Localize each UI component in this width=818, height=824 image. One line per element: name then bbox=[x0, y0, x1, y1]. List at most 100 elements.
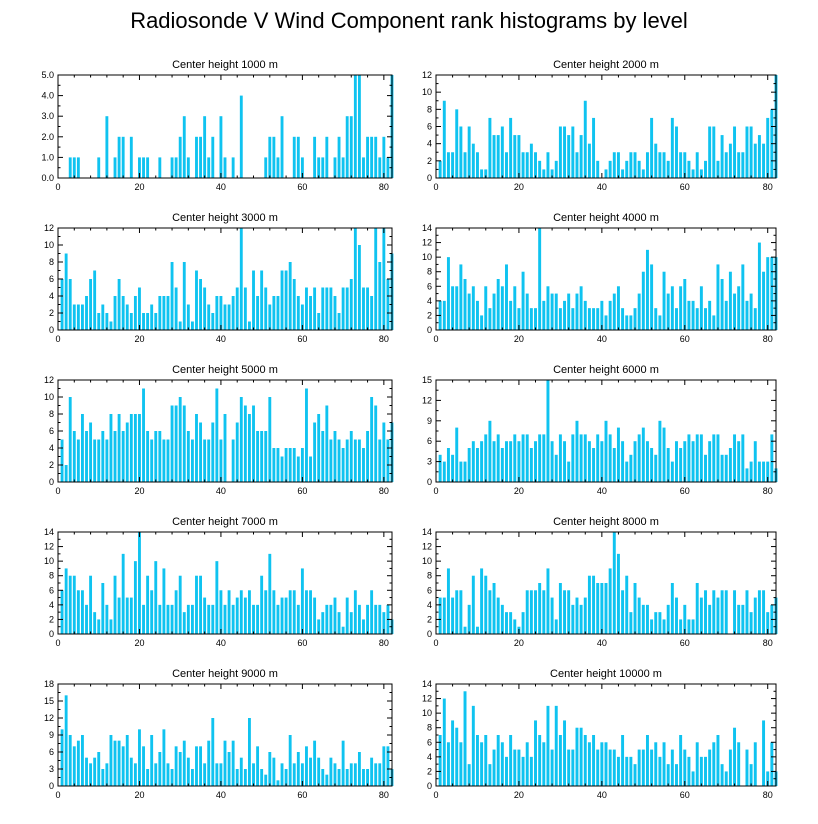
bar bbox=[675, 441, 678, 482]
bar bbox=[93, 270, 97, 330]
bar bbox=[737, 286, 741, 330]
bar bbox=[89, 575, 93, 634]
bar bbox=[459, 590, 463, 634]
x-tick-label: 0 bbox=[55, 182, 60, 192]
bar bbox=[766, 771, 770, 786]
bar bbox=[150, 304, 154, 330]
y-tick-label: 9 bbox=[49, 730, 54, 740]
bar bbox=[641, 427, 645, 482]
bar bbox=[546, 568, 550, 634]
bar bbox=[178, 752, 182, 786]
bar bbox=[587, 441, 591, 482]
bar bbox=[616, 756, 620, 786]
bar bbox=[321, 431, 325, 482]
bar bbox=[272, 757, 276, 786]
bar bbox=[666, 160, 670, 178]
bar bbox=[563, 441, 567, 482]
bar bbox=[629, 315, 633, 330]
bar bbox=[203, 439, 207, 482]
bar bbox=[133, 561, 137, 634]
bar bbox=[76, 304, 80, 330]
bar bbox=[637, 597, 641, 634]
bar bbox=[471, 286, 475, 330]
bar bbox=[650, 448, 654, 482]
bar bbox=[105, 439, 109, 482]
y-tick-label: 10 bbox=[44, 392, 54, 402]
bar bbox=[749, 126, 753, 178]
bar bbox=[248, 321, 251, 330]
bar bbox=[745, 300, 749, 330]
bar bbox=[341, 287, 345, 330]
bar bbox=[76, 157, 80, 178]
bar bbox=[637, 293, 641, 330]
x-tick-label: 40 bbox=[216, 790, 226, 800]
bar bbox=[60, 439, 64, 482]
bar bbox=[720, 764, 724, 786]
bar bbox=[203, 116, 207, 178]
bar bbox=[280, 116, 284, 178]
bar bbox=[138, 532, 141, 634]
bar bbox=[288, 262, 292, 330]
bar bbox=[121, 553, 125, 634]
x-tick-label: 80 bbox=[379, 790, 389, 800]
bar bbox=[633, 441, 637, 482]
bar bbox=[467, 126, 471, 178]
bar bbox=[488, 117, 492, 178]
bar bbox=[300, 157, 304, 178]
bar bbox=[337, 136, 341, 178]
bar bbox=[190, 769, 194, 786]
bar bbox=[211, 604, 215, 634]
bar bbox=[737, 152, 741, 178]
bar bbox=[215, 561, 219, 634]
bar bbox=[85, 604, 88, 634]
bar bbox=[81, 735, 84, 786]
bar bbox=[268, 136, 272, 178]
bar bbox=[215, 388, 219, 482]
bar bbox=[264, 157, 268, 178]
bar bbox=[438, 735, 442, 786]
bar bbox=[113, 575, 117, 634]
y-tick-label: 10 bbox=[422, 708, 432, 718]
bar bbox=[321, 287, 325, 330]
bar bbox=[442, 698, 446, 786]
bar bbox=[211, 422, 215, 482]
bar bbox=[753, 308, 757, 330]
bar bbox=[741, 264, 745, 330]
bar bbox=[720, 590, 724, 634]
bar bbox=[264, 774, 268, 786]
y-tick-label: 0 bbox=[49, 325, 54, 335]
bar bbox=[211, 313, 215, 330]
bar bbox=[455, 427, 459, 482]
x-tick-label: 80 bbox=[763, 334, 773, 344]
bar bbox=[521, 756, 525, 786]
bar bbox=[650, 264, 654, 330]
bar bbox=[521, 152, 525, 178]
bar bbox=[446, 448, 450, 482]
bar bbox=[616, 152, 620, 178]
y-tick-label: 3 bbox=[49, 764, 54, 774]
bar bbox=[567, 293, 571, 330]
bar bbox=[575, 293, 579, 330]
bar bbox=[596, 434, 600, 482]
bar bbox=[513, 286, 517, 330]
bar bbox=[329, 439, 333, 482]
bar bbox=[708, 300, 712, 330]
panel-title: Center height 9000 m bbox=[172, 668, 278, 680]
x-tick-label: 60 bbox=[297, 334, 307, 344]
bar bbox=[109, 414, 113, 482]
bar bbox=[101, 769, 105, 786]
bar bbox=[166, 604, 170, 634]
bar bbox=[500, 286, 504, 330]
x-tick-label: 40 bbox=[597, 486, 607, 496]
bar bbox=[766, 117, 770, 178]
bar bbox=[451, 720, 455, 786]
bar bbox=[704, 308, 707, 330]
bar bbox=[280, 270, 284, 330]
bar bbox=[737, 604, 741, 634]
x-tick-label: 60 bbox=[680, 638, 690, 648]
bar bbox=[604, 315, 608, 330]
bar bbox=[386, 279, 390, 330]
bar bbox=[633, 308, 637, 330]
bar bbox=[325, 774, 329, 786]
bar bbox=[571, 749, 575, 786]
